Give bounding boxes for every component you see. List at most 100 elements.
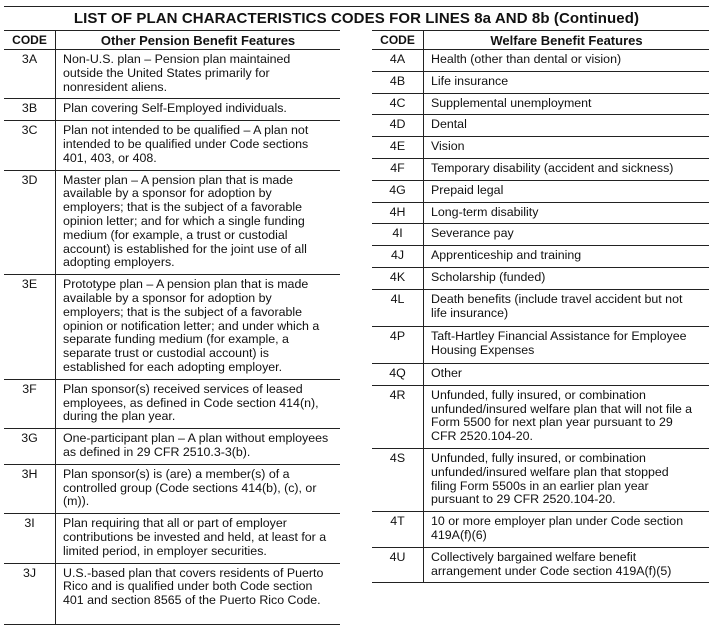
table-row: 3J U.S.-based plan that covers residents … [4, 563, 340, 625]
description-cell: Long-term disability [424, 203, 709, 224]
description-line: Plan covering Self-Employed individuals. [63, 101, 287, 116]
description-line: Plan sponsor(s) is (are) a member(s) of … [63, 466, 290, 481]
table-row: 4L Death benefits (include travel acciden… [372, 289, 709, 327]
description-cell: Prototype plan – A pension plan that is … [56, 275, 340, 379]
table-body: 4A Health (other than dental or vision) 4B… [372, 50, 709, 584]
description-line: Plan not intended to be qualified – A pl… [63, 123, 309, 138]
code-cell: 4J [372, 246, 424, 267]
code-cell: 3D [4, 170, 56, 275]
description-line: limited period, in employer securities. [63, 543, 267, 558]
welfare-features-table: CODE Welfare Benefit Features 4A Health (… [372, 30, 709, 584]
description-line: adopting employers. [63, 255, 175, 270]
description-column-header: Other Pension Benefit Features [100, 32, 296, 48]
code-cell: 4G [372, 180, 424, 202]
table-row: 3F Plan sponsor(s) received services of l… [4, 379, 340, 430]
code-cell: 4H [372, 202, 424, 224]
table-body: 3A Non-U.S. plan – Pension plan maintaine… [4, 50, 340, 625]
description-line: established for each adopting employer. [63, 359, 283, 374]
description-line: Rico and is qualified under both Code se… [63, 579, 313, 594]
table-header: CODE Other Pension Benefit Features [4, 30, 340, 50]
page-title: LIST OF PLAN CHARACTERISTICS CODES FOR L… [73, 10, 640, 27]
table-row: 4B Life insurance [372, 71, 709, 94]
description-line: life insurance) [431, 305, 509, 320]
description-line: 401 and section 8565 of the Puerto Rico … [63, 593, 321, 608]
description-cell: Taft-Hartley Financial Assistance for Em… [424, 327, 709, 363]
description-line: nonresident aliens. [63, 79, 168, 94]
table-row: 4G Prepaid legal [372, 180, 709, 203]
top-rule [4, 6, 709, 7]
description-line: separate trust or custodial account) is [63, 346, 269, 361]
description-line: pursuant to 29 CFR 2520.104-20. [431, 492, 616, 507]
description-line: CFR 2520.104-20. [431, 429, 533, 444]
description-line: medium (for example, a trust or custodia… [63, 227, 288, 242]
description-line: Supplemental unemployment [431, 95, 592, 110]
table-row: 4H Long-term disability [372, 202, 709, 225]
table-row: 3D Master plan – A pension plan that is m… [4, 170, 340, 276]
description-line: Prototype plan – A pension plan that is … [63, 277, 309, 292]
description-cell: Dental [424, 115, 709, 136]
description-line: Taft-Hartley Financial Assistance for Em… [431, 328, 687, 343]
code-cell: 4E [372, 137, 424, 158]
description-cell: Other [424, 364, 709, 385]
code-cell: 3G [4, 429, 56, 464]
description-cell: Severance pay [424, 224, 709, 245]
table-row: 3C Plan not intended to be qualified – A … [4, 121, 340, 171]
description-line: as defined in 29 CFR 2510.3-3(b). [63, 444, 251, 459]
description-cell: Supplemental unemployment [424, 94, 709, 115]
description-cell: One-participant plan – A plan without em… [56, 429, 340, 464]
description-line: Vision [431, 139, 465, 154]
code-cell: 4K [372, 267, 424, 289]
description-line: employees, as defined in Code section 41… [63, 395, 319, 410]
description-line: outside the United States primarily for [63, 65, 270, 80]
code-cell: 4D [372, 115, 424, 137]
code-column-header: CODE [4, 31, 56, 49]
code-cell: 4B [372, 71, 424, 93]
code-cell: 3B [4, 99, 56, 121]
code-cell: 3F [4, 379, 56, 429]
description-line: available by a sponsor for adoption by [63, 290, 272, 305]
description-line: 419A(f)(6) [431, 527, 487, 542]
description-line: Life insurance [431, 73, 509, 88]
description-line: during the plan year. [63, 409, 176, 424]
description-line: Form 5500 for next plan year pursuant to… [431, 415, 673, 430]
code-cell: 3C [4, 121, 56, 170]
code-cell: 4I [372, 224, 424, 246]
table-row: 4S Unfunded, fully insured, or combinatio… [372, 448, 709, 513]
description-cell: Life insurance [424, 72, 709, 93]
code-cell: 4F [372, 158, 424, 180]
description-cell: Plan requiring that all or part of emplo… [56, 514, 340, 562]
description-cell: Master plan – A pension plan that is mad… [56, 171, 340, 275]
table-row: 4E Vision [372, 137, 709, 159]
code-cell: 4L [372, 289, 424, 326]
description-cell: Temporary disability (accident and sickn… [424, 159, 709, 180]
table-row: 4D Dental [372, 115, 709, 138]
code-cell: 4C [372, 93, 424, 115]
description-cell: Plan sponsor(s) received services of lea… [56, 380, 340, 428]
description-line: Collectively bargained welfare benefit [431, 549, 637, 564]
table-row: 4F Temporary disability (accident and sic… [372, 158, 709, 181]
table-row: 4A Health (other than dental or vision) [372, 50, 709, 72]
description-line: intended to be qualified under Code sect… [63, 136, 309, 151]
description-line: Death benefits (include travel accident … [431, 291, 683, 306]
description-line: Plan sponsor(s) received services of lea… [63, 381, 303, 396]
description-cell: Plan not intended to be qualified – A pl… [56, 121, 340, 169]
table-row: 3B Plan covering Self-Employed individual… [4, 99, 340, 122]
description-line: Prepaid legal [431, 182, 504, 197]
code-cell: 3E [4, 275, 56, 379]
description-cell: Scholarship (funded) [424, 268, 709, 289]
code-column-header: CODE [372, 31, 424, 49]
code-cell: 4Q [372, 363, 424, 385]
description-line: employers; that is the subject of a favo… [63, 200, 302, 215]
table-row: 4U Collectively bargained welfare benefit… [372, 547, 709, 584]
table-row: 4Q Other [372, 363, 709, 386]
description-line: One-participant plan – A plan without em… [63, 431, 329, 446]
description-cell: Non-U.S. plan – Pension plan maintained o… [56, 50, 340, 98]
description-cell: Health (other than dental or vision) [424, 50, 709, 71]
description-line: Long-term disability [431, 204, 539, 219]
code-cell: 3A [4, 50, 56, 99]
description-line: contributions be invested and held, at l… [63, 529, 327, 544]
description-cell: Plan covering Self-Employed individuals. [56, 99, 340, 120]
description-line: Dental [431, 117, 467, 132]
description-line: Unfunded, fully insured, or combination [431, 450, 646, 465]
description-line: opinion or notification letter; and unde… [63, 318, 320, 333]
